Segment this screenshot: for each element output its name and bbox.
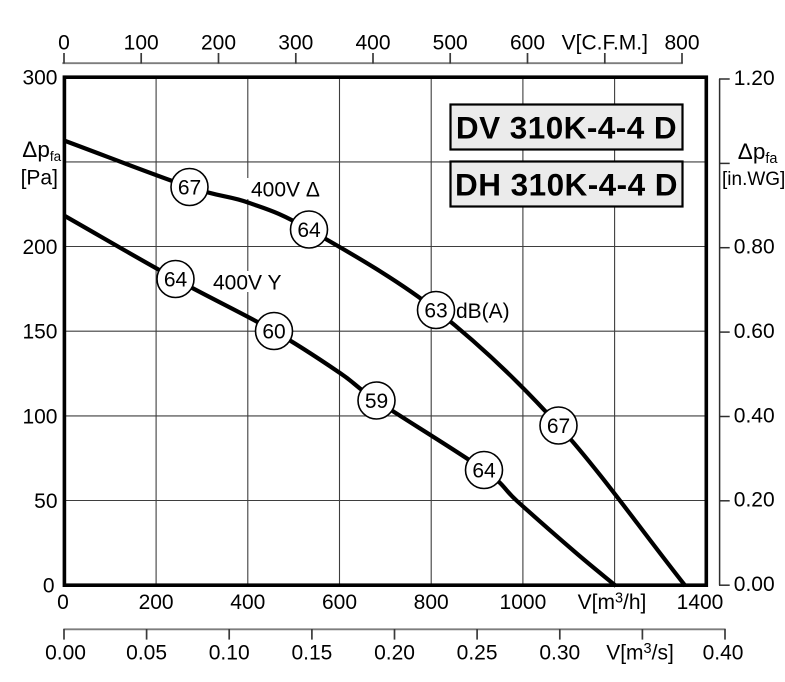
svg-text:0.05: 0.05 [126,642,167,665]
svg-text:0.60: 0.60 [734,320,775,343]
svg-text:400V Δ: 400V Δ [251,179,320,202]
svg-text:0.20: 0.20 [734,489,775,512]
svg-text:V[m3/s]: V[m3/s] [606,641,674,665]
svg-text:dB(A): dB(A) [456,300,510,323]
svg-text:60: 60 [262,321,285,344]
svg-text:0.15: 0.15 [291,642,332,665]
svg-text:800: 800 [664,32,699,55]
svg-text:0.40: 0.40 [734,404,775,427]
svg-text:64: 64 [164,269,188,292]
svg-text:400: 400 [230,591,265,614]
svg-text:DH 310K-4-4 D: DH 310K-4-4 D [455,167,678,203]
svg-text:100: 100 [22,405,57,428]
svg-text:0.40: 0.40 [703,642,744,665]
svg-text:50: 50 [34,490,57,513]
svg-text:300: 300 [22,67,57,90]
svg-text:V[C.F.M.]: V[C.F.M.] [562,32,648,55]
svg-text:59: 59 [365,390,388,413]
svg-text:400: 400 [355,32,390,55]
svg-text:V[m3/h]: V[m3/h] [578,590,647,614]
svg-text:200: 200 [139,591,174,614]
svg-text:[in.WG]: [in.WG] [722,169,785,190]
svg-text:0: 0 [43,575,55,598]
svg-text:67: 67 [178,177,201,200]
svg-text:600: 600 [510,32,545,55]
svg-text:300: 300 [278,32,313,55]
svg-text:800: 800 [414,591,449,614]
svg-text:0.00: 0.00 [734,573,775,596]
svg-text:0: 0 [58,32,70,55]
svg-text:1400: 1400 [677,591,724,614]
svg-text:400V Y: 400V Y [213,272,282,295]
svg-text:0.00: 0.00 [45,642,86,665]
svg-text:150: 150 [22,321,57,344]
svg-text:1000: 1000 [500,591,547,614]
svg-text:0.10: 0.10 [209,642,250,665]
svg-text:0.20: 0.20 [374,642,415,665]
svg-text:200: 200 [201,32,236,55]
svg-text:1.20: 1.20 [734,67,775,90]
svg-text:64: 64 [472,460,496,483]
svg-text:0.30: 0.30 [539,642,580,665]
svg-text:500: 500 [433,32,468,55]
svg-text:DV 310K-4-4 D: DV 310K-4-4 D [456,110,677,146]
svg-text:64: 64 [297,219,321,242]
svg-text:67: 67 [547,415,570,438]
svg-text:200: 200 [22,236,57,259]
svg-text:600: 600 [322,591,357,614]
svg-text:100: 100 [124,32,159,55]
svg-text:0.80: 0.80 [734,236,775,259]
svg-text:0.25: 0.25 [457,642,498,665]
svg-text:63: 63 [424,300,447,323]
svg-text:0: 0 [57,591,69,614]
svg-text:[Pa]: [Pa] [21,167,58,190]
